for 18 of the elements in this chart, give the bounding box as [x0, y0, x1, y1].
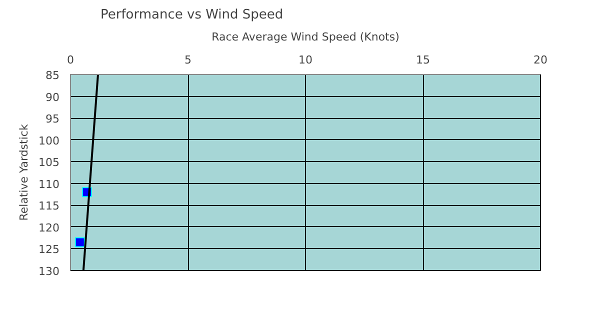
chart-title: Performance vs Wind Speed — [100, 8, 284, 22]
x-tick-label: 20 — [534, 54, 548, 66]
y-axis-title: Relative Yardstick — [18, 124, 31, 221]
y-tick-label: 100 — [38, 134, 60, 148]
x-tick-label: 10 — [298, 54, 312, 66]
y-tick-label: 115 — [38, 200, 60, 213]
y-tick-label: 85 — [46, 69, 60, 82]
y-tick-label: 125 — [38, 243, 60, 256]
y-tick-label: 95 — [46, 112, 60, 126]
y-tick-label: 120 — [38, 221, 60, 234]
y-tick-label: 110 — [38, 178, 60, 191]
x-tick-label: 0 — [67, 54, 74, 66]
y-tick-label: 105 — [38, 156, 60, 170]
y-tick-label: 130 — [38, 265, 60, 278]
x-tick-label: 15 — [416, 54, 430, 66]
y-tick-label: 90 — [46, 90, 60, 104]
x-tick-label: 5 — [184, 54, 192, 66]
x-axis-title: Race Average Wind Speed (Knots) — [212, 30, 400, 44]
